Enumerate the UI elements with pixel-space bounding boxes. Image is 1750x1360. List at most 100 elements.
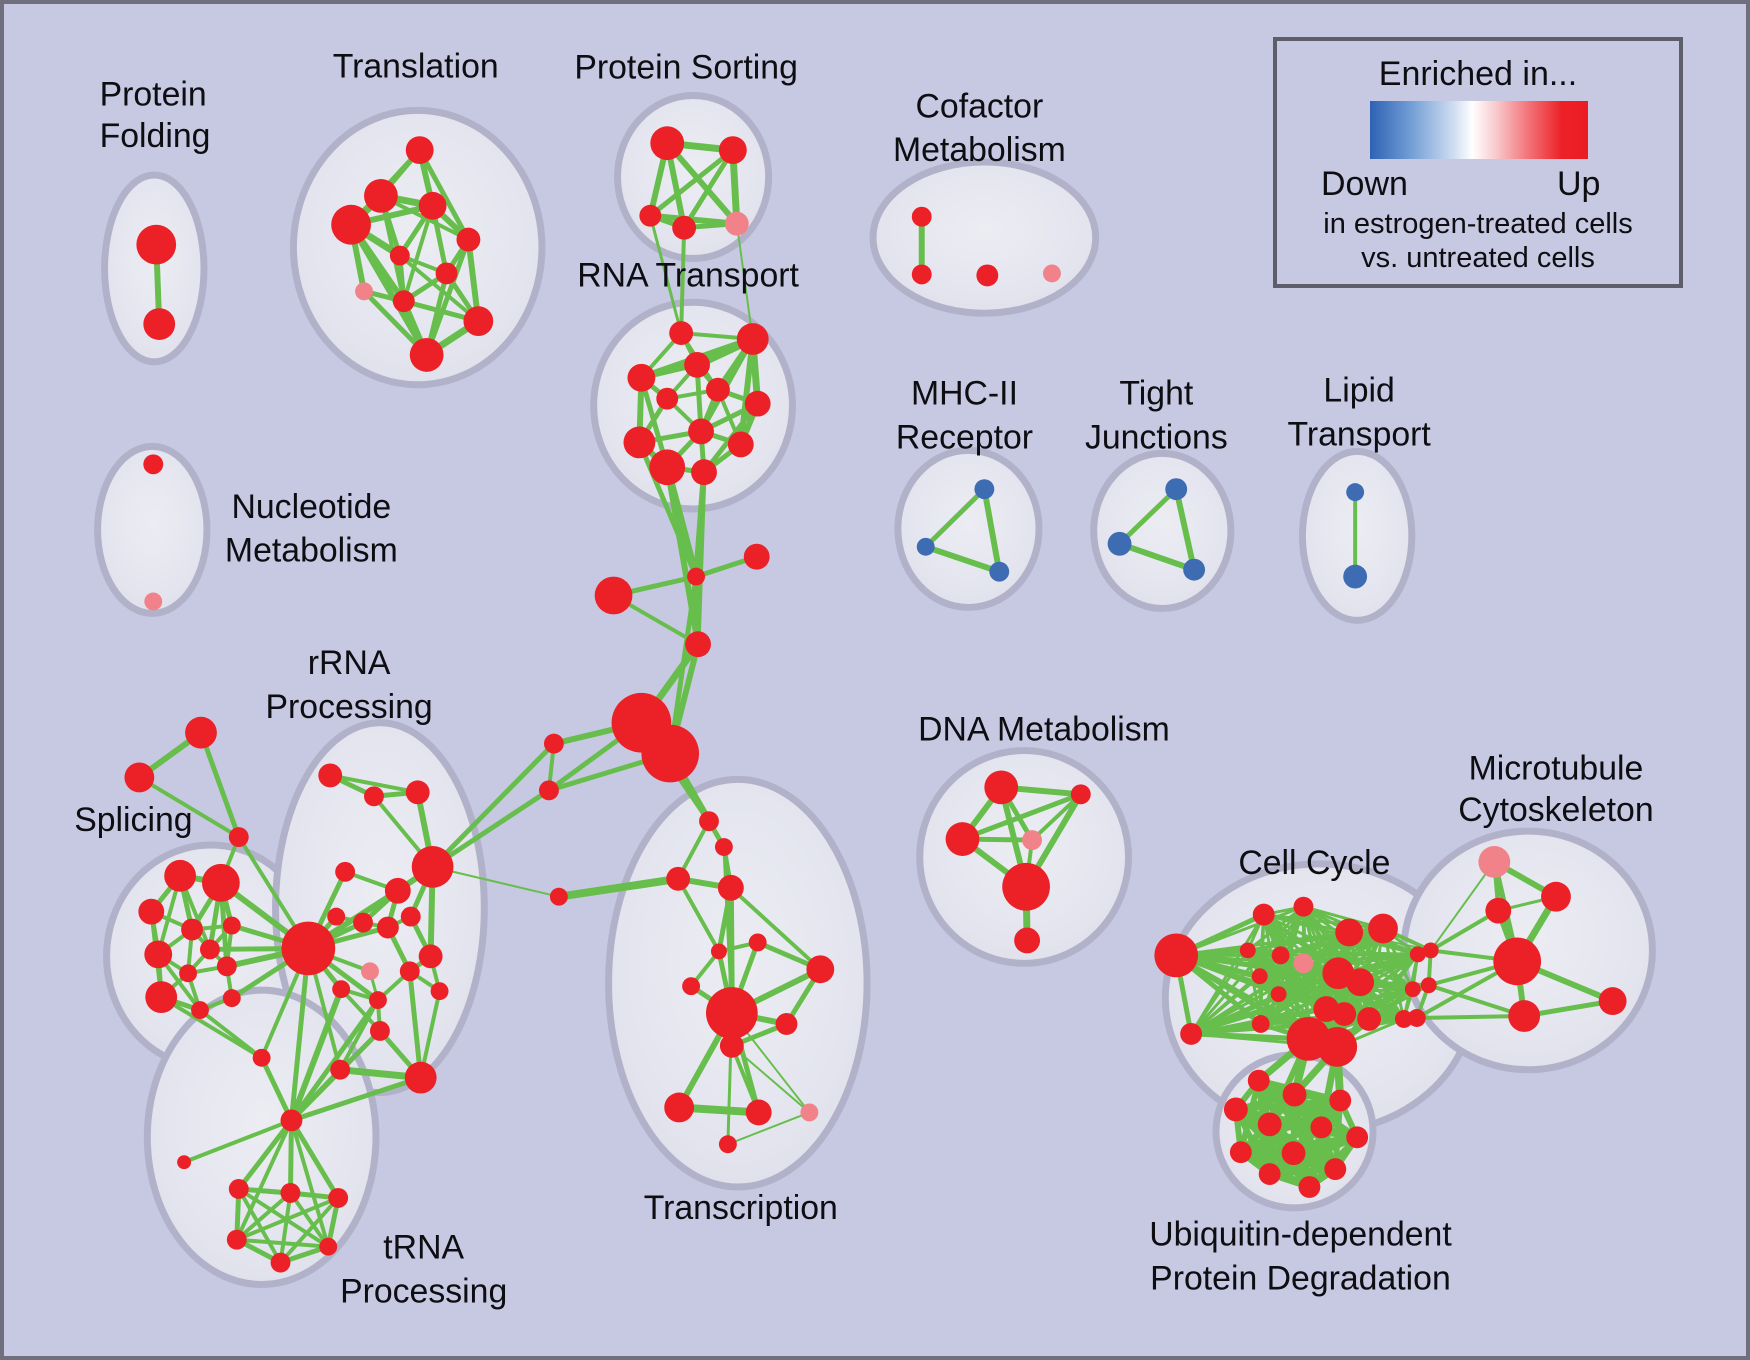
label-protein-sorting: Protein Sorting: [574, 49, 798, 87]
edge-sp10-sp13: [159, 995, 264, 1060]
node-cf4: [1043, 264, 1061, 283]
cluster-mhc-ii-receptor-ellipse: [894, 446, 1043, 611]
node-rt12: [691, 459, 717, 486]
node-tl2: [364, 178, 398, 213]
node-tri2: [124, 762, 155, 793]
edge-tj1-tj2: [1117, 486, 1179, 547]
node-cf2: [911, 264, 932, 285]
edge-mh1-mh3: [981, 486, 1003, 575]
edge-ub10-ub11: [1266, 1166, 1339, 1178]
node-tl3: [418, 191, 447, 220]
node-sp1: [164, 859, 197, 892]
label-lipid-transport: Transport: [1287, 415, 1431, 453]
cluster-cofactor-metabolism-ellipse: [869, 158, 1100, 317]
node-tl8: [355, 282, 373, 301]
node-ub1: [1247, 1069, 1270, 1092]
edge-trh-rr15: [288, 997, 381, 1123]
edge-trh-trl: [182, 1118, 294, 1165]
node-dm2: [1070, 784, 1091, 805]
node-tj3: [1183, 558, 1206, 581]
edge-mt5-mt8: [1426, 983, 1527, 1018]
node-rr11: [281, 921, 336, 976]
edge-tj2-tj3: [1116, 540, 1198, 573]
node-rt8: [688, 418, 714, 445]
edge-trh-trA: [236, 1117, 294, 1192]
cluster-tight-junctions-ellipse: [1090, 449, 1235, 612]
node-ub5: [1257, 1112, 1282, 1137]
node-trD: [226, 1229, 247, 1250]
node-sp2: [201, 863, 240, 902]
edge-ps1-ps5: [664, 140, 740, 227]
node-rt1: [669, 321, 694, 345]
label-lipid-transport: Lipid: [1323, 372, 1394, 410]
edge-tri1-rr18: [198, 730, 242, 840]
node-cy1: [1154, 933, 1199, 978]
node-sp4: [181, 918, 203, 941]
edge-tl4-tl11: [348, 221, 430, 358]
node-cc1: [687, 567, 706, 586]
node-ps5: [724, 211, 749, 236]
node-rr7: [327, 907, 346, 926]
node-rr8: [353, 912, 373, 933]
edge-tl1-tl5: [417, 147, 471, 243]
node-ub11: [1258, 1163, 1281, 1186]
node-rr2: [364, 786, 384, 807]
label-protein-folding: Folding: [100, 117, 211, 155]
edge-ps2-ps3: [647, 147, 736, 219]
node-mt1: [1478, 846, 1511, 878]
node-rr17: [430, 982, 449, 1001]
node-cy19: [1357, 1007, 1382, 1031]
edge-trB-trF: [278, 1190, 293, 1265]
node-rr21: [369, 1020, 390, 1041]
edge-trB-trD: [234, 1190, 293, 1242]
label-mhc-ii-receptor: Receptor: [896, 418, 1033, 456]
node-cf3: [976, 264, 999, 287]
nodes-layer: [124, 126, 1627, 1273]
node-pf1: [136, 224, 177, 265]
label-translation: Translation: [333, 48, 499, 86]
node-cy18: [1317, 1026, 1358, 1067]
node-mt3: [1485, 897, 1512, 924]
label-rrna-processing: rRNA: [308, 644, 391, 682]
node-dm4: [1022, 830, 1043, 850]
label-rna-transport: RNA Transport: [577, 256, 799, 294]
node-trC: [328, 1187, 349, 1208]
node-nm1: [143, 454, 164, 475]
node-rr20: [330, 1059, 351, 1080]
node-ub9: [1281, 1141, 1306, 1166]
node-tl11: [409, 338, 444, 372]
legend-caption-line2: vs. untreated cells: [1361, 242, 1595, 274]
node-cy9: [1293, 953, 1314, 974]
label-protein-folding: Protein: [100, 75, 207, 113]
node-tc_h: [682, 977, 701, 996]
node-trl: [177, 1155, 192, 1170]
node-tc_b: [714, 838, 733, 856]
node-rr1: [318, 763, 343, 788]
node-rr12: [361, 962, 379, 981]
node-cy16: [1251, 1015, 1270, 1033]
node-trh: [280, 1109, 303, 1132]
node-trF: [270, 1252, 291, 1273]
label-trna-processing: Processing: [340, 1272, 507, 1310]
node-cc4: [685, 631, 711, 658]
edge-cn1-tc_d: [554, 874, 683, 901]
node-trA: [228, 1179, 249, 1199]
node-sp11: [191, 1001, 209, 1019]
network-canvas: Protein Folding Translation Protein Sorting…: [74, 48, 1656, 1310]
edge-mt5-mt9: [1414, 1014, 1527, 1020]
node-tc_i: [806, 955, 835, 984]
node-mt6: [1598, 987, 1627, 1016]
edge-sp11-sp13: [198, 1008, 264, 1060]
edge-tri2-rr18: [137, 775, 241, 840]
label-microtubule-cytoskeleton: Cytoskeleton: [1458, 791, 1653, 829]
node-cc2: [743, 543, 770, 570]
node-cy11: [1346, 968, 1375, 997]
legend-caption-line1: in estrogen-treated cells: [1323, 208, 1633, 240]
edge-rr4-sn2: [430, 787, 552, 870]
node-tc_e: [717, 874, 744, 901]
node-mt4: [1493, 937, 1542, 986]
label-cofactor-metabolism: Metabolism: [893, 131, 1066, 169]
node-cc3: [594, 576, 633, 615]
edge-ps4-rt1: [679, 225, 687, 336]
node-tc_p: [718, 1135, 737, 1154]
